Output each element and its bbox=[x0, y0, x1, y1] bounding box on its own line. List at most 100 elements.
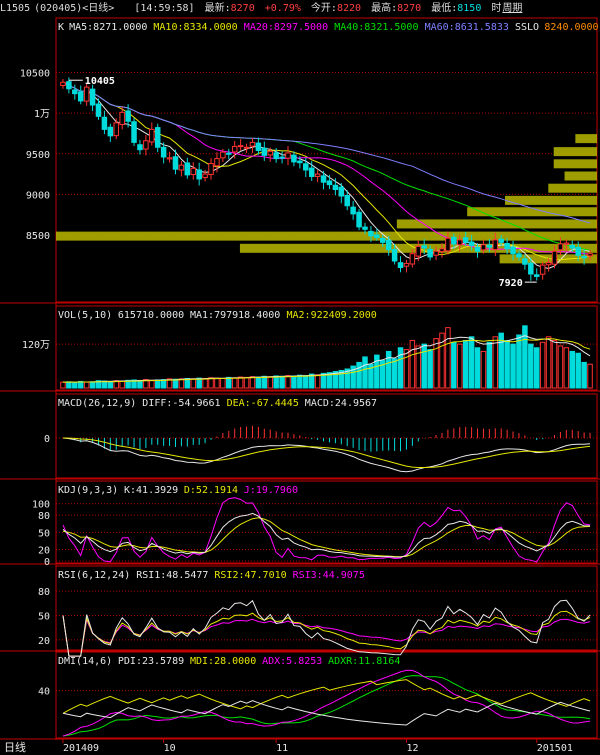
candle-body bbox=[149, 128, 155, 143]
candle-body bbox=[214, 158, 220, 167]
low-label: 最低: bbox=[431, 3, 458, 14]
volume-bar bbox=[415, 345, 422, 389]
volume-bar bbox=[208, 377, 214, 389]
volume-bar bbox=[439, 332, 445, 389]
high-annotation: 10405 bbox=[85, 76, 115, 87]
candle-body bbox=[143, 140, 149, 150]
candle-body bbox=[427, 248, 433, 258]
tab-period[interactable]: 周期 bbox=[502, 3, 523, 14]
macd-legend-item: DEA:-67.4445 bbox=[227, 398, 299, 409]
volume-bar bbox=[391, 358, 398, 389]
macd-diff-line bbox=[62, 437, 591, 473]
candle-body bbox=[320, 175, 327, 183]
candle-body bbox=[468, 241, 475, 247]
volume-bar bbox=[137, 380, 143, 389]
dmi-adxr-line bbox=[62, 675, 591, 737]
symbol-label[interactable]: L1505 bbox=[0, 3, 31, 14]
candle-body bbox=[533, 274, 540, 277]
macd-tick-label: 0 bbox=[44, 434, 50, 445]
kdj-tick-label: 80 bbox=[38, 511, 50, 522]
volume-bar bbox=[303, 375, 309, 389]
candle-body bbox=[421, 245, 427, 249]
candle-body bbox=[77, 91, 84, 102]
volume-bar bbox=[587, 363, 593, 389]
candle-body bbox=[184, 162, 191, 176]
candle-body bbox=[439, 248, 445, 252]
volume-bar bbox=[83, 381, 90, 389]
volume-bar bbox=[107, 380, 114, 389]
candle-body bbox=[89, 88, 96, 106]
candle-body bbox=[326, 180, 333, 186]
dmi-mdi-line bbox=[62, 679, 591, 714]
kdj-tick-label: 50 bbox=[38, 528, 50, 539]
candle-body bbox=[285, 152, 291, 159]
tab-time[interactable]: 时 bbox=[491, 3, 502, 14]
volume-bar bbox=[557, 345, 564, 389]
volume-bar bbox=[474, 347, 481, 389]
candle-body bbox=[486, 244, 493, 248]
candle-body bbox=[202, 173, 208, 178]
volume-profile-bar bbox=[467, 207, 597, 217]
main-legend-item: MA20:8297.5000 bbox=[244, 22, 328, 33]
rsi-legend-item: RSI3:44.9075 bbox=[293, 570, 365, 581]
kdj-k-line bbox=[62, 512, 590, 558]
volume-bar bbox=[569, 350, 576, 389]
candle-body bbox=[60, 81, 66, 86]
volume-bar bbox=[172, 378, 179, 389]
volume-bar bbox=[243, 376, 250, 389]
candle-body bbox=[516, 253, 522, 258]
candle-body bbox=[231, 145, 238, 153]
candle-body bbox=[575, 246, 581, 256]
candle-body bbox=[72, 89, 78, 95]
volume-bar bbox=[539, 341, 546, 389]
candle-body bbox=[403, 262, 410, 267]
volume-bar bbox=[131, 379, 137, 389]
rsi-legend-item: RSI1:48.5477 bbox=[136, 570, 208, 581]
candle-body bbox=[255, 142, 262, 151]
kdj-j-line bbox=[62, 497, 591, 563]
main-legend-item: 8240.0000 bbox=[544, 22, 598, 33]
macd-legend-item: MACD(26,12,9) bbox=[58, 398, 136, 409]
candle-body bbox=[510, 246, 516, 255]
latest-price: 8270 bbox=[230, 3, 255, 14]
candle-body bbox=[504, 243, 510, 250]
candle-body bbox=[172, 156, 179, 170]
candle-body bbox=[528, 262, 534, 275]
candle-body bbox=[166, 157, 173, 160]
volume-bar bbox=[528, 343, 534, 389]
main-legend-item: MA5:8271.0000 bbox=[69, 22, 147, 33]
vol-legend-item: 615710.0000 bbox=[118, 310, 184, 321]
open-label: 今开: bbox=[310, 3, 337, 14]
high-label: 最高: bbox=[371, 3, 398, 14]
volume-bar bbox=[433, 338, 439, 389]
rsi1-line bbox=[62, 599, 591, 657]
candle-body bbox=[267, 150, 273, 156]
candle-body bbox=[569, 244, 576, 249]
candle-body bbox=[308, 167, 315, 178]
candle-body bbox=[237, 145, 244, 148]
candle-body bbox=[83, 86, 90, 102]
candle-body bbox=[226, 152, 232, 155]
volume-bar bbox=[451, 341, 457, 389]
candle-body bbox=[137, 144, 143, 151]
candle-body bbox=[220, 151, 226, 159]
volume-bar bbox=[273, 375, 279, 389]
dmi-legend-item: ADXR:11.8164 bbox=[328, 656, 400, 667]
volume-bar bbox=[119, 380, 125, 389]
volume-profile-bar bbox=[564, 171, 597, 181]
x-tick-label: 201409 bbox=[63, 743, 99, 754]
volume-bar bbox=[462, 339, 469, 389]
volume-bar bbox=[66, 381, 72, 389]
volume-bar bbox=[581, 361, 587, 389]
x-tick-label: 12 bbox=[406, 743, 418, 754]
volume-bar bbox=[184, 377, 191, 389]
volume-bar bbox=[255, 376, 262, 389]
volume-bar bbox=[421, 343, 427, 389]
volume-bar bbox=[279, 375, 285, 389]
vol-legend-item: VOL(5,10) bbox=[58, 310, 112, 321]
volume-bar bbox=[409, 339, 416, 389]
volume-bar bbox=[72, 382, 78, 389]
candle-body bbox=[279, 156, 285, 159]
